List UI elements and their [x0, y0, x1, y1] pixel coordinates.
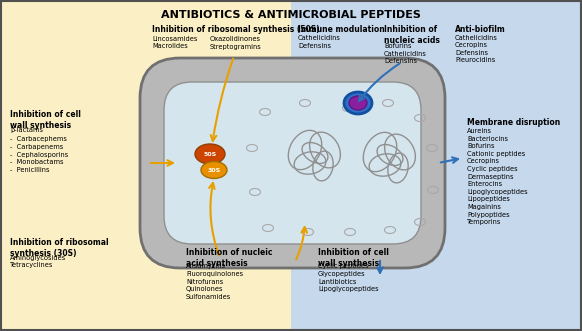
Text: Inhibition of cell
wall synthesis: Inhibition of cell wall synthesis	[10, 110, 81, 130]
Ellipse shape	[349, 96, 367, 110]
FancyBboxPatch shape	[140, 58, 445, 268]
Ellipse shape	[344, 92, 372, 114]
Text: Ansamycins
Fluoroquinolones
Nitrofurans
Quinolones
Sulfonamides: Ansamycins Fluoroquinolones Nitrofurans …	[186, 263, 243, 300]
Text: Bofurins
Cathelicidins
Defensins: Bofurins Cathelicidins Defensins	[384, 43, 427, 64]
Text: Inhibition of ribosomal synthesis (50S): Inhibition of ribosomal synthesis (50S)	[152, 25, 320, 34]
Text: -  Carbacephems
-  Carbapenems
-  Cephalosporins
-  Monobactams
-  Penicillins: - Carbacephems - Carbapenems - Cephalosp…	[10, 136, 68, 173]
Text: ANTIBIOTICS & ANTIMICROBIAL PEPTIDES: ANTIBIOTICS & ANTIMICROBIAL PEPTIDES	[161, 10, 421, 20]
Text: Inhibition of
nucleic acids: Inhibition of nucleic acids	[384, 25, 440, 45]
Text: 50S: 50S	[203, 152, 217, 157]
Text: Anti-biofilm: Anti-biofilm	[455, 25, 506, 34]
Text: Cathelicidins
Defensins: Cathelicidins Defensins	[298, 35, 341, 49]
Text: 30S: 30S	[207, 167, 221, 172]
Text: Cyclic peptides
Glycopeptides
Lantibiotics
Lipoglycopeptides: Cyclic peptides Glycopeptides Lantibioti…	[318, 263, 379, 292]
Ellipse shape	[195, 144, 225, 164]
Text: β-lactams: β-lactams	[10, 127, 43, 133]
Text: Immune modulation: Immune modulation	[298, 25, 385, 34]
Text: Lincosamides
Macrolides: Lincosamides Macrolides	[152, 36, 197, 50]
Ellipse shape	[201, 162, 227, 178]
Text: Aureins
Bacteriocins
Bofurins
Cationic peptides
Cecropins
Cyclic peptides
Dermas: Aureins Bacteriocins Bofurins Cationic p…	[467, 128, 528, 225]
Bar	[291, 0, 582, 331]
FancyBboxPatch shape	[164, 82, 421, 244]
Text: Inhibition of ribosomal
synthesis (30S): Inhibition of ribosomal synthesis (30S)	[10, 238, 109, 258]
Text: Inhibition of cell
wall synthesis: Inhibition of cell wall synthesis	[318, 248, 389, 268]
Text: Inhibition of nucleic
acid synthesis: Inhibition of nucleic acid synthesis	[186, 248, 272, 268]
Text: Cathelicidins
Cecropins
Defensins
Pleurocidins: Cathelicidins Cecropins Defensins Pleuro…	[455, 35, 498, 64]
Text: Oxazolidinones
Streptogramins: Oxazolidinones Streptogramins	[210, 36, 262, 50]
Text: Aminoglycosides
Tetracyclines: Aminoglycosides Tetracyclines	[10, 255, 66, 268]
Text: Membrane disruption: Membrane disruption	[467, 118, 560, 127]
